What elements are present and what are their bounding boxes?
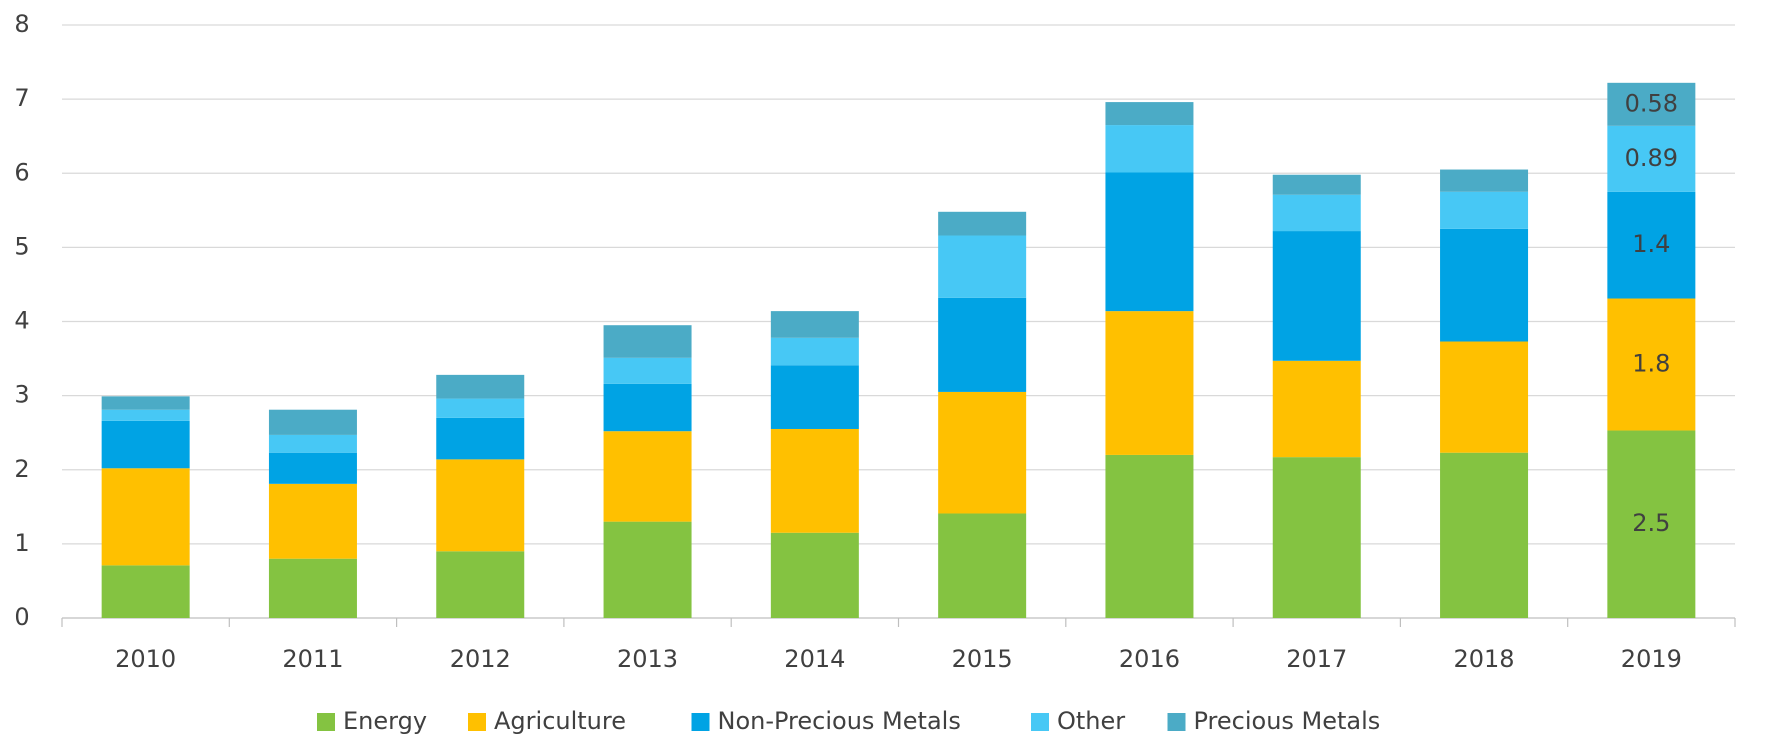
bar-segment bbox=[1607, 125, 1696, 192]
legend-label: Agriculture bbox=[494, 707, 626, 735]
bar-segment bbox=[1105, 172, 1194, 312]
bar-segment bbox=[1105, 454, 1194, 618]
bar-segment bbox=[1272, 194, 1361, 232]
bar-segment bbox=[268, 558, 357, 618]
data-label: 0.58 bbox=[1625, 89, 1678, 117]
y-tick-label: 4 bbox=[14, 307, 29, 335]
y-tick-label: 0 bbox=[14, 603, 29, 631]
bar-segment bbox=[770, 532, 859, 618]
bar-segment bbox=[1607, 430, 1696, 618]
bar-segment bbox=[436, 551, 525, 618]
bar-segment bbox=[436, 374, 525, 399]
bar-segment bbox=[938, 391, 1027, 514]
bar-segment bbox=[1272, 360, 1361, 458]
x-tick-label: 2014 bbox=[784, 645, 845, 673]
bar-segment bbox=[603, 431, 692, 522]
bar-segment bbox=[1440, 228, 1529, 342]
bar-segment bbox=[1440, 191, 1529, 229]
x-tick-label: 2015 bbox=[952, 645, 1013, 673]
bar-segment bbox=[1105, 125, 1194, 173]
bar-segment bbox=[436, 398, 525, 418]
data-label: 1.4 bbox=[1632, 230, 1670, 258]
y-tick-label: 6 bbox=[14, 158, 29, 186]
bar-segment bbox=[1440, 452, 1529, 618]
legend-swatch bbox=[1167, 713, 1186, 731]
bar-segment bbox=[770, 365, 859, 429]
bar-segment bbox=[938, 211, 1027, 236]
bar-segment bbox=[101, 409, 190, 421]
bar-segment bbox=[101, 468, 190, 566]
legend-label: Precious Metals bbox=[1194, 707, 1381, 735]
bar-segment bbox=[603, 357, 692, 384]
bar-segment bbox=[938, 297, 1027, 392]
bar-segment bbox=[603, 325, 692, 358]
data-label: 0.89 bbox=[1625, 144, 1678, 172]
data-label: 1.8 bbox=[1632, 349, 1670, 377]
legend-swatch bbox=[317, 713, 335, 731]
legend-label: Other bbox=[1057, 707, 1125, 735]
bar-segment bbox=[268, 483, 357, 559]
legend-swatch bbox=[691, 713, 710, 731]
x-tick-label: 2012 bbox=[450, 645, 511, 673]
y-tick-label: 5 bbox=[14, 232, 29, 260]
bar-segment bbox=[770, 311, 859, 338]
y-tick-label: 1 bbox=[14, 529, 29, 557]
bar-segment bbox=[1440, 341, 1529, 453]
bar-segment bbox=[101, 565, 190, 618]
bar-segment bbox=[938, 513, 1027, 618]
bar-segment bbox=[101, 420, 190, 469]
legend-swatch bbox=[1031, 713, 1049, 731]
x-tick-label: 2011 bbox=[282, 645, 343, 673]
bar-segment bbox=[1607, 82, 1696, 126]
x-tick-label: 2016 bbox=[1119, 645, 1180, 673]
legend-label: Non-Precious Metals bbox=[718, 707, 961, 735]
legend-label: Energy bbox=[343, 707, 427, 735]
x-tick-label: 2017 bbox=[1286, 645, 1347, 673]
bar-segment bbox=[1440, 169, 1529, 192]
bar-segment bbox=[770, 428, 859, 533]
bar-segment bbox=[436, 417, 525, 460]
bar-segment bbox=[603, 383, 692, 432]
bar-segment bbox=[268, 409, 357, 435]
data-label: 2.5 bbox=[1632, 509, 1670, 537]
bar-segment bbox=[268, 434, 357, 453]
legend-swatch bbox=[468, 713, 486, 731]
x-tick-label: 2013 bbox=[617, 645, 678, 673]
bar-segment bbox=[770, 337, 859, 366]
bar-segment bbox=[1272, 231, 1361, 361]
y-tick-label: 2 bbox=[14, 455, 29, 483]
x-tick-label: 2018 bbox=[1454, 645, 1515, 673]
bar-segment bbox=[1607, 298, 1696, 431]
y-tick-label: 3 bbox=[14, 381, 29, 409]
x-tick-label: 2019 bbox=[1621, 645, 1682, 673]
bar-segment bbox=[436, 459, 525, 552]
bar-segment bbox=[603, 521, 692, 618]
bar-segment bbox=[1105, 311, 1194, 455]
bar-segment bbox=[938, 235, 1027, 298]
bar-segment bbox=[1272, 174, 1361, 195]
y-tick-label: 8 bbox=[14, 10, 29, 38]
x-tick-label: 2010 bbox=[115, 645, 176, 673]
bar-segment bbox=[268, 452, 357, 484]
bar-segment bbox=[101, 396, 190, 410]
y-tick-label: 7 bbox=[14, 84, 29, 112]
bar-segment bbox=[1105, 102, 1194, 126]
bar-segment bbox=[1607, 191, 1696, 299]
bar-segment bbox=[1272, 457, 1361, 618]
